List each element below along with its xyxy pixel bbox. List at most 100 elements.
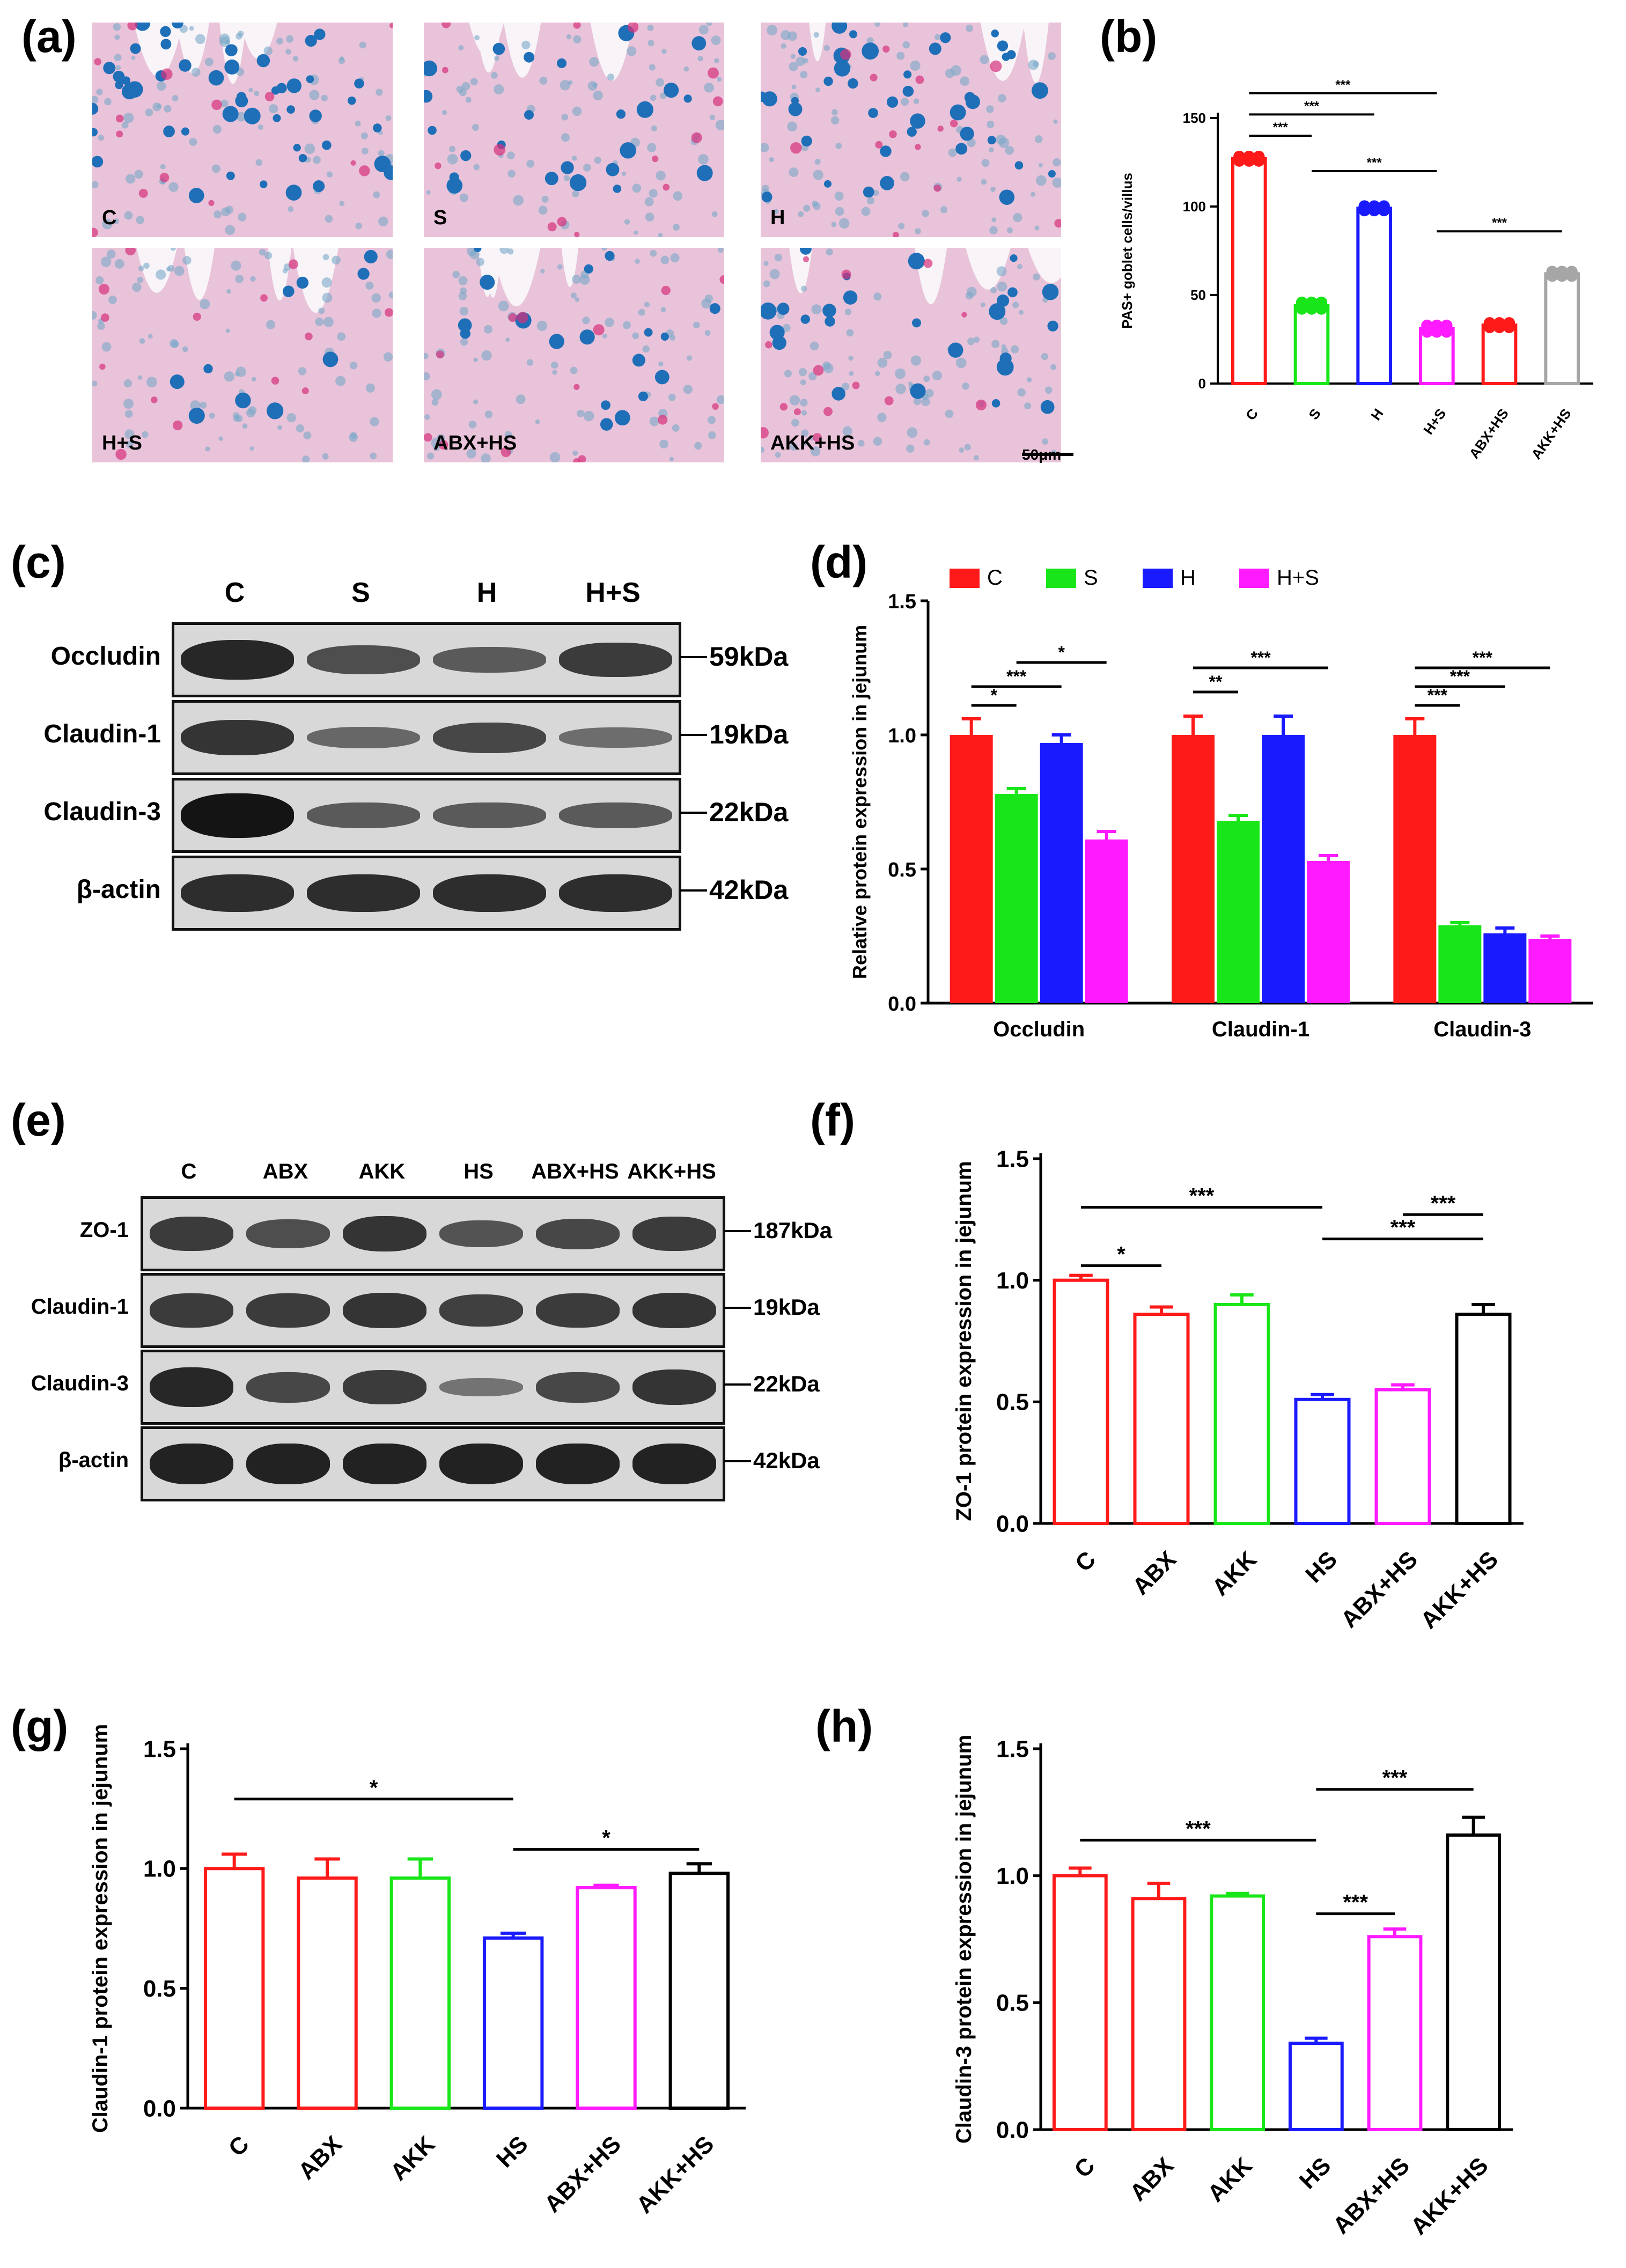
nucleus [798, 368, 807, 377]
chart-f: 0.0 0.5 1.0 1.5 ZO-1 protein expression in j… [955, 1146, 1524, 1634]
nucleus [948, 148, 957, 157]
protein-band [632, 1443, 716, 1485]
pas-stain [494, 144, 506, 156]
goblet-cell [1007, 287, 1018, 298]
kda-label: 42kDa [709, 875, 789, 905]
nucleus [200, 299, 210, 310]
nucleus [355, 120, 361, 127]
nucleus [583, 164, 591, 172]
y-tick-label: 1.0 [888, 725, 916, 747]
nucleus [835, 207, 844, 216]
significance-label: *** [1492, 216, 1507, 230]
marker-tick [680, 812, 707, 814]
y-axis-label: Relative protein expression in jejunum [849, 625, 871, 979]
goblet-cell [989, 303, 1006, 320]
nucleus [907, 427, 918, 438]
lane-label: ABX+HS [531, 1160, 619, 1183]
nucleus [461, 82, 470, 91]
nucleus [708, 431, 716, 439]
nucleus [1053, 119, 1058, 124]
nucleus [219, 33, 230, 45]
nucleus [858, 440, 865, 447]
goblet-cell [832, 387, 845, 401]
kda-label: 22kDa [709, 797, 789, 827]
pas-stain [813, 433, 822, 442]
goblet-cell [122, 76, 131, 85]
pas-stain [305, 332, 313, 341]
nucleus [1041, 352, 1048, 360]
nucleus [990, 287, 997, 293]
pas-stain [761, 427, 769, 439]
pas-stain [892, 232, 899, 237]
lumen [503, 23, 541, 78]
y-axis-label: PAS+ goblet cells/villus [1119, 173, 1135, 329]
nucleus [811, 304, 822, 315]
legend-label: H+S [1277, 566, 1319, 590]
kda-label: 22kDa [753, 1371, 820, 1396]
nucleus [370, 452, 377, 460]
nucleus [644, 301, 650, 307]
protein-band [536, 1443, 620, 1485]
nucleus [673, 224, 680, 231]
goblet-cell [799, 248, 812, 255]
nucleus [360, 132, 368, 139]
nucleus [761, 143, 769, 152]
nucleus [126, 440, 134, 448]
data-point [1233, 150, 1246, 163]
blot-row [141, 1350, 725, 1425]
pas-stain [271, 377, 279, 385]
nucleus [498, 300, 509, 312]
pas-stain [98, 284, 109, 295]
micrograph-5: AKK+HS [761, 248, 1061, 462]
protein-band [307, 726, 420, 749]
goblet-cell [691, 36, 707, 51]
bar [1419, 327, 1455, 386]
goblet-cell [293, 144, 301, 152]
nucleus [467, 248, 476, 256]
protein-band [246, 1443, 330, 1485]
protein-band [433, 802, 546, 828]
nucleus [800, 285, 807, 292]
goblet-cell [524, 51, 535, 63]
nucleus [997, 281, 1007, 292]
lane-label: C [181, 1160, 197, 1183]
x-tick-label: S [1305, 406, 1324, 422]
nucleus [973, 336, 980, 343]
nucleus [248, 87, 253, 93]
blot-row [141, 1273, 725, 1348]
nucleus [951, 65, 961, 76]
goblet-cell [907, 127, 917, 137]
nucleus [810, 446, 821, 456]
nucleus [92, 95, 99, 104]
y-tick-label: 0.0 [143, 2095, 176, 2122]
nucleus [775, 452, 781, 458]
y-tick-label: 0.5 [888, 859, 916, 881]
pas-stain [823, 407, 833, 416]
goblet-cell [777, 303, 790, 315]
goblet-cell [208, 70, 224, 86]
nucleus [669, 456, 674, 462]
nucleus [113, 23, 121, 31]
bar [1172, 735, 1215, 1003]
nucleus [170, 339, 179, 348]
nucleus [526, 159, 535, 168]
nucleus [834, 192, 844, 201]
micrograph-label: H [770, 207, 785, 229]
pas-stain [627, 23, 639, 33]
nucleus [895, 384, 906, 394]
bar [1085, 840, 1128, 1003]
nucleus [815, 87, 820, 92]
nucleus [138, 266, 144, 271]
nucleus [898, 223, 905, 230]
bar [1367, 1935, 1423, 2131]
goblet-cell [296, 276, 309, 289]
nucleus [195, 34, 205, 45]
pas-stain [359, 165, 370, 176]
data-point [1296, 296, 1308, 308]
goblet-cell [561, 161, 574, 174]
nucleus [798, 211, 804, 217]
bar [995, 794, 1038, 1003]
nucleus [458, 276, 468, 285]
protein-band [181, 793, 294, 838]
goblet-cell [683, 94, 692, 103]
